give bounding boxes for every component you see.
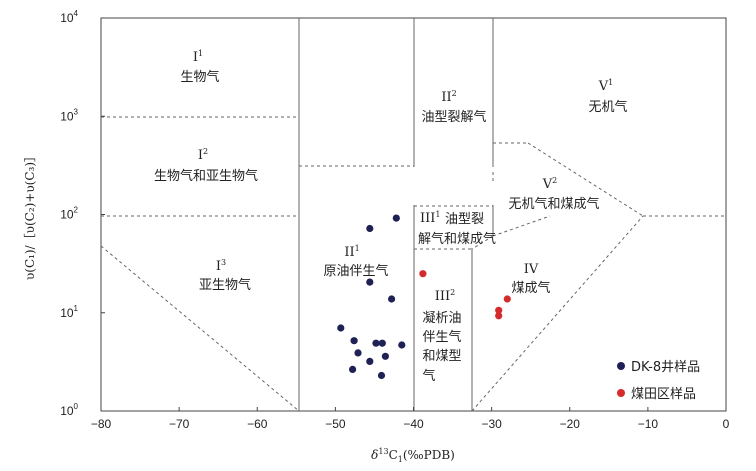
x-tick-label: −10	[638, 417, 659, 431]
data-point-dk8	[372, 339, 380, 347]
x-ticks: −80 −70 −60 −50 −40 −30 −20 −10 0	[91, 407, 730, 431]
x-tick-label: −80	[91, 417, 112, 431]
dash-i3-diagonal	[100, 245, 300, 412]
legend: DK-8井样品 煤田区样品	[617, 360, 700, 402]
zone-iii2-name-line2: 伴生气	[422, 329, 461, 345]
region-dashed-boundaries	[100, 116, 726, 412]
data-point-dk8	[366, 278, 374, 286]
y-tick-label: 102	[60, 206, 78, 222]
zone-ii2-name: 油型裂解气	[421, 109, 486, 125]
data-point-coalfield	[419, 270, 427, 278]
zone-i1-roman: I1	[193, 49, 203, 65]
zone-iii2-roman: III2	[435, 288, 456, 304]
dash-v-slope	[527, 142, 644, 217]
zone-iv-roman: IV	[524, 262, 539, 277]
legend-label-dk8: DK-8井样品	[631, 360, 700, 375]
zone-i3-roman: I3	[216, 258, 226, 274]
y-axis-title: υ(C₁)/［υ(C₂)+υ(C₃)］	[23, 150, 37, 280]
zone-i2-name: 生物气和亚生物气	[154, 168, 258, 184]
zone-i1-name: 生物气	[180, 69, 219, 85]
data-point-coalfield	[503, 295, 511, 303]
legend-label-coalfield: 煤田区样品	[631, 387, 696, 402]
dash-iv-lower	[471, 215, 644, 412]
zone-i3-name: 亚生物气	[199, 277, 251, 293]
zone-ii1-name: 原油伴生气	[323, 263, 388, 279]
y-tick-label: 103	[60, 107, 78, 123]
data-point-dk8	[392, 214, 400, 222]
zone-ii2-roman: II2	[441, 89, 456, 105]
y-tick-label: 104	[60, 9, 78, 25]
data-point-dk8	[377, 371, 386, 380]
legend-marker-dk8	[617, 362, 625, 370]
x-tick-label: −40	[403, 417, 424, 431]
y-tick-label: 101	[60, 304, 78, 320]
zone-iii1-roman: III1	[420, 210, 441, 226]
x-axis-title: δ13C1(‰PDB)	[371, 447, 455, 464]
data-point-dk8	[378, 339, 386, 347]
data-point-dk8	[354, 349, 362, 357]
data-point-coalfield	[495, 312, 503, 320]
zone-v1-roman: V1	[598, 78, 613, 94]
y-ticks: 100 101 102 103 104	[60, 9, 105, 418]
x-tick-label: −70	[169, 417, 190, 431]
zone-i2-roman: I2	[198, 147, 208, 163]
data-point-dk8	[366, 357, 374, 365]
data-point-dk8	[388, 295, 396, 303]
zone-iii2-name-line3: 和煤型	[422, 349, 461, 364]
x-tick-label: −60	[247, 417, 268, 431]
zone-iv-name: 煤成气	[511, 280, 550, 296]
y-tick-label: 100	[60, 402, 78, 418]
dash-iv-left	[471, 235, 494, 250]
legend-marker-coalfield	[617, 389, 625, 397]
zone-v2-name: 无机气和煤成气	[508, 196, 599, 212]
region-boundaries	[298, 18, 494, 411]
zone-ii1-roman: II1	[344, 244, 359, 260]
data-point-dk8	[381, 352, 389, 360]
dash-iv-upper	[492, 215, 551, 237]
x-tick-label: −30	[481, 417, 502, 431]
zone-iii2-name-line1: 凝析油	[422, 310, 461, 326]
data-point-dk8	[337, 324, 345, 332]
data-point-dk8	[366, 224, 374, 233]
data-point-dk8	[350, 337, 358, 345]
zone-iii1-name-line1: 油型裂	[445, 212, 484, 227]
data-points	[337, 214, 511, 380]
zone-v2-roman: V2	[542, 176, 557, 192]
x-tick-label: −20	[560, 417, 581, 431]
zone-labels: I1 生物气 I2 生物气和亚生物气 I3 亚生物气 II1 原油伴生气 II2…	[154, 49, 628, 384]
data-point-coalfield	[495, 306, 503, 314]
data-point-dk8	[398, 341, 406, 349]
x-tick-label: −50	[325, 417, 346, 431]
x-tick-label: 0	[723, 417, 730, 431]
zone-iii1-name-line2: 解气和煤成气	[418, 231, 496, 247]
zone-iii2-name-line4: 气	[422, 368, 435, 384]
data-point-dk8	[349, 365, 357, 373]
zone-v1-name: 无机气	[588, 99, 627, 115]
